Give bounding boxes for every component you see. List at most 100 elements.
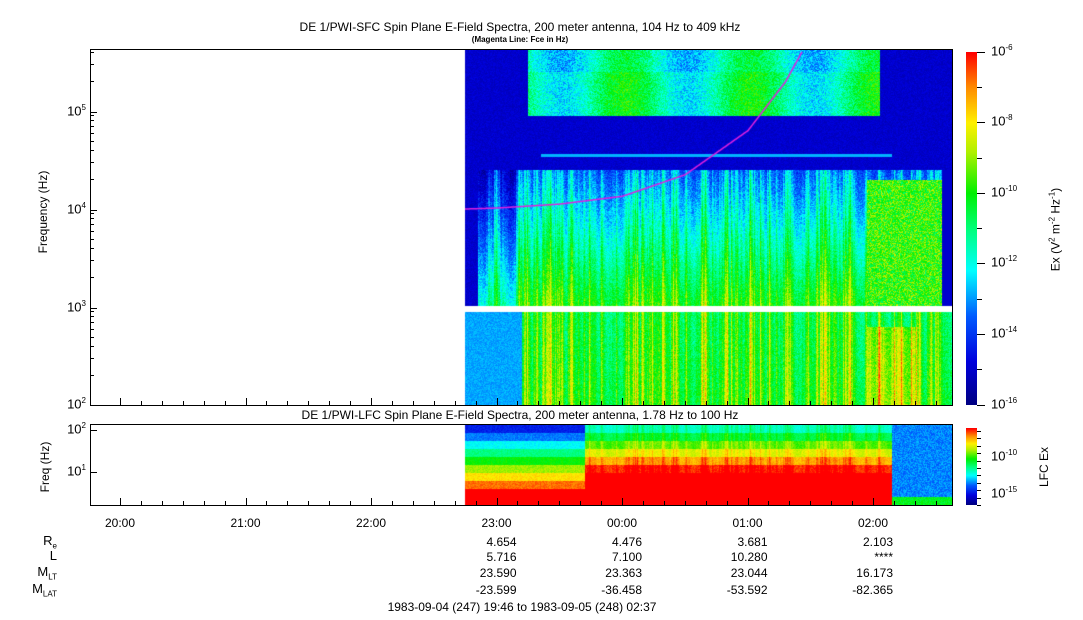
sfc-ytick-minor bbox=[91, 329, 94, 330]
time-tick-label: 00:00 bbox=[606, 516, 638, 530]
sfc-colorbar-minor-tick bbox=[977, 228, 982, 229]
label-base: R bbox=[43, 533, 53, 548]
sfc-ytick bbox=[91, 112, 97, 113]
ephemeris-value: 5.716 bbox=[486, 550, 517, 564]
time-minor-tick bbox=[350, 401, 351, 405]
time-minor-tick bbox=[706, 501, 707, 505]
lfc-colorbar-minor-tick bbox=[977, 461, 981, 462]
ephemeris-value: 23.590 bbox=[479, 566, 517, 580]
time-minor-tick bbox=[287, 501, 288, 505]
time-minor-tick bbox=[392, 401, 393, 405]
time-minor-tick bbox=[727, 401, 728, 405]
time-minor-tick bbox=[706, 401, 707, 405]
time-minor-tick bbox=[664, 401, 665, 405]
time-minor-tick bbox=[685, 401, 686, 405]
time-tick bbox=[497, 498, 498, 505]
label-sub: e bbox=[52, 541, 57, 551]
sfc-colorbar-tick bbox=[977, 263, 985, 264]
sfc-ytick-minor bbox=[91, 64, 94, 65]
sfc-ytick-minor bbox=[91, 239, 94, 240]
time-tick-label: 23:00 bbox=[481, 516, 512, 530]
time-minor-tick bbox=[580, 401, 581, 405]
sfc-ytick bbox=[91, 210, 97, 211]
time-minor-tick bbox=[789, 401, 790, 405]
sfc-colorbar-tick bbox=[977, 334, 985, 335]
time-tick bbox=[748, 498, 749, 505]
sfc-ytick-minor bbox=[91, 277, 94, 278]
sfc-ytick-minor bbox=[91, 141, 94, 142]
tick-exp: 4 bbox=[81, 201, 86, 210]
sfc-colorbar bbox=[966, 52, 977, 405]
time-minor-tick bbox=[643, 501, 644, 505]
time-tick-label: 01:00 bbox=[732, 516, 763, 530]
sfc-ytick-label: 105 bbox=[67, 103, 86, 119]
time-minor-tick bbox=[894, 501, 895, 505]
sfc-ytick-minor bbox=[91, 218, 94, 219]
tick-exp: -10 bbox=[1005, 448, 1018, 457]
lfc-colorbar-minor-tick bbox=[977, 483, 981, 484]
time-tick bbox=[246, 498, 247, 505]
lfc-colorbar-minor-tick bbox=[977, 490, 981, 491]
time-minor-tick bbox=[455, 401, 456, 405]
time-tick-label: 02:00 bbox=[857, 516, 889, 530]
time-minor-tick bbox=[601, 401, 602, 405]
tick-base: 10 bbox=[991, 325, 1006, 341]
lfc-ytick bbox=[91, 472, 97, 473]
time-minor-tick bbox=[476, 501, 477, 505]
ephemeris-label: L bbox=[50, 549, 57, 566]
ephemeris-value: 10.280 bbox=[730, 550, 768, 564]
time-tick bbox=[873, 498, 874, 505]
ephemeris-value: 23.363 bbox=[605, 566, 642, 580]
time-minor-tick bbox=[559, 501, 560, 505]
sfc-ytick-minor bbox=[91, 316, 94, 317]
ephemeris-label: MLAT bbox=[32, 582, 57, 599]
tick-base: 10 bbox=[67, 103, 82, 119]
tick-base: 10 bbox=[67, 299, 82, 315]
sfc-colorbar-tick-label: 10-6 bbox=[991, 43, 1013, 59]
tick-base: 10 bbox=[991, 43, 1006, 59]
sfc-colorbar-label: Ex (V2 m-2 Hz-1) bbox=[1047, 187, 1063, 272]
tick-exp: -8 bbox=[1005, 113, 1013, 122]
ephemeris-value: 16.173 bbox=[856, 566, 893, 580]
time-tick-label: 22:00 bbox=[355, 516, 387, 530]
ephemeris-value: 7.100 bbox=[611, 550, 642, 564]
sfc-ylabel: Frequency (Hz) bbox=[36, 170, 50, 254]
sfc-colorbar-tick bbox=[977, 405, 985, 406]
sfc-ytick bbox=[91, 308, 97, 309]
tick-exp: -16 bbox=[1005, 396, 1018, 405]
label-base: L bbox=[49, 548, 57, 563]
time-minor-tick bbox=[141, 501, 142, 505]
time-tick bbox=[120, 498, 121, 505]
lfc-plot-frame bbox=[90, 424, 953, 506]
sfc-colorbar-tick-label: 10-14 bbox=[991, 325, 1017, 341]
time-minor-tick bbox=[580, 501, 581, 505]
time-minor-tick bbox=[810, 501, 811, 505]
lfc-title: DE 1/PWI-LFC Spin Plane E-Field Spectra,… bbox=[301, 408, 739, 422]
tick-exp: 3 bbox=[81, 299, 86, 308]
tick-base: 10 bbox=[67, 463, 82, 479]
sfc-plot-frame bbox=[90, 49, 953, 406]
sfc-colorbar-minor-tick bbox=[977, 158, 982, 159]
time-minor-tick bbox=[915, 401, 916, 405]
time-minor-tick bbox=[852, 401, 853, 405]
sfc-ytick-label: 104 bbox=[67, 201, 86, 216]
ephemeris-value: 4.654 bbox=[486, 535, 517, 549]
lfc-colorbar-minor-tick bbox=[977, 431, 981, 432]
tick-base: 10 bbox=[991, 485, 1006, 501]
tick-exp: -15 bbox=[1005, 485, 1018, 494]
time-minor-tick bbox=[225, 401, 226, 405]
sfc-ytick-minor bbox=[91, 375, 94, 376]
time-tick-label: 20:00 bbox=[104, 516, 136, 530]
lfc-colorbar-minor-tick bbox=[977, 438, 981, 439]
lfc-colorbar-minor-tick bbox=[977, 453, 981, 454]
time-tick bbox=[371, 398, 372, 405]
time-minor-tick bbox=[517, 401, 518, 405]
time-minor-tick bbox=[831, 401, 832, 405]
lfc-colorbar-minor-tick bbox=[977, 498, 981, 499]
sfc-colorbar-minor-tick bbox=[977, 299, 982, 300]
sfc-colorbar-tick-label: 10-12 bbox=[991, 255, 1017, 269]
sfc-ytick-minor bbox=[91, 224, 94, 225]
time-minor-tick bbox=[538, 401, 539, 405]
time-minor-tick bbox=[476, 401, 477, 405]
time-minor-tick bbox=[601, 501, 602, 505]
